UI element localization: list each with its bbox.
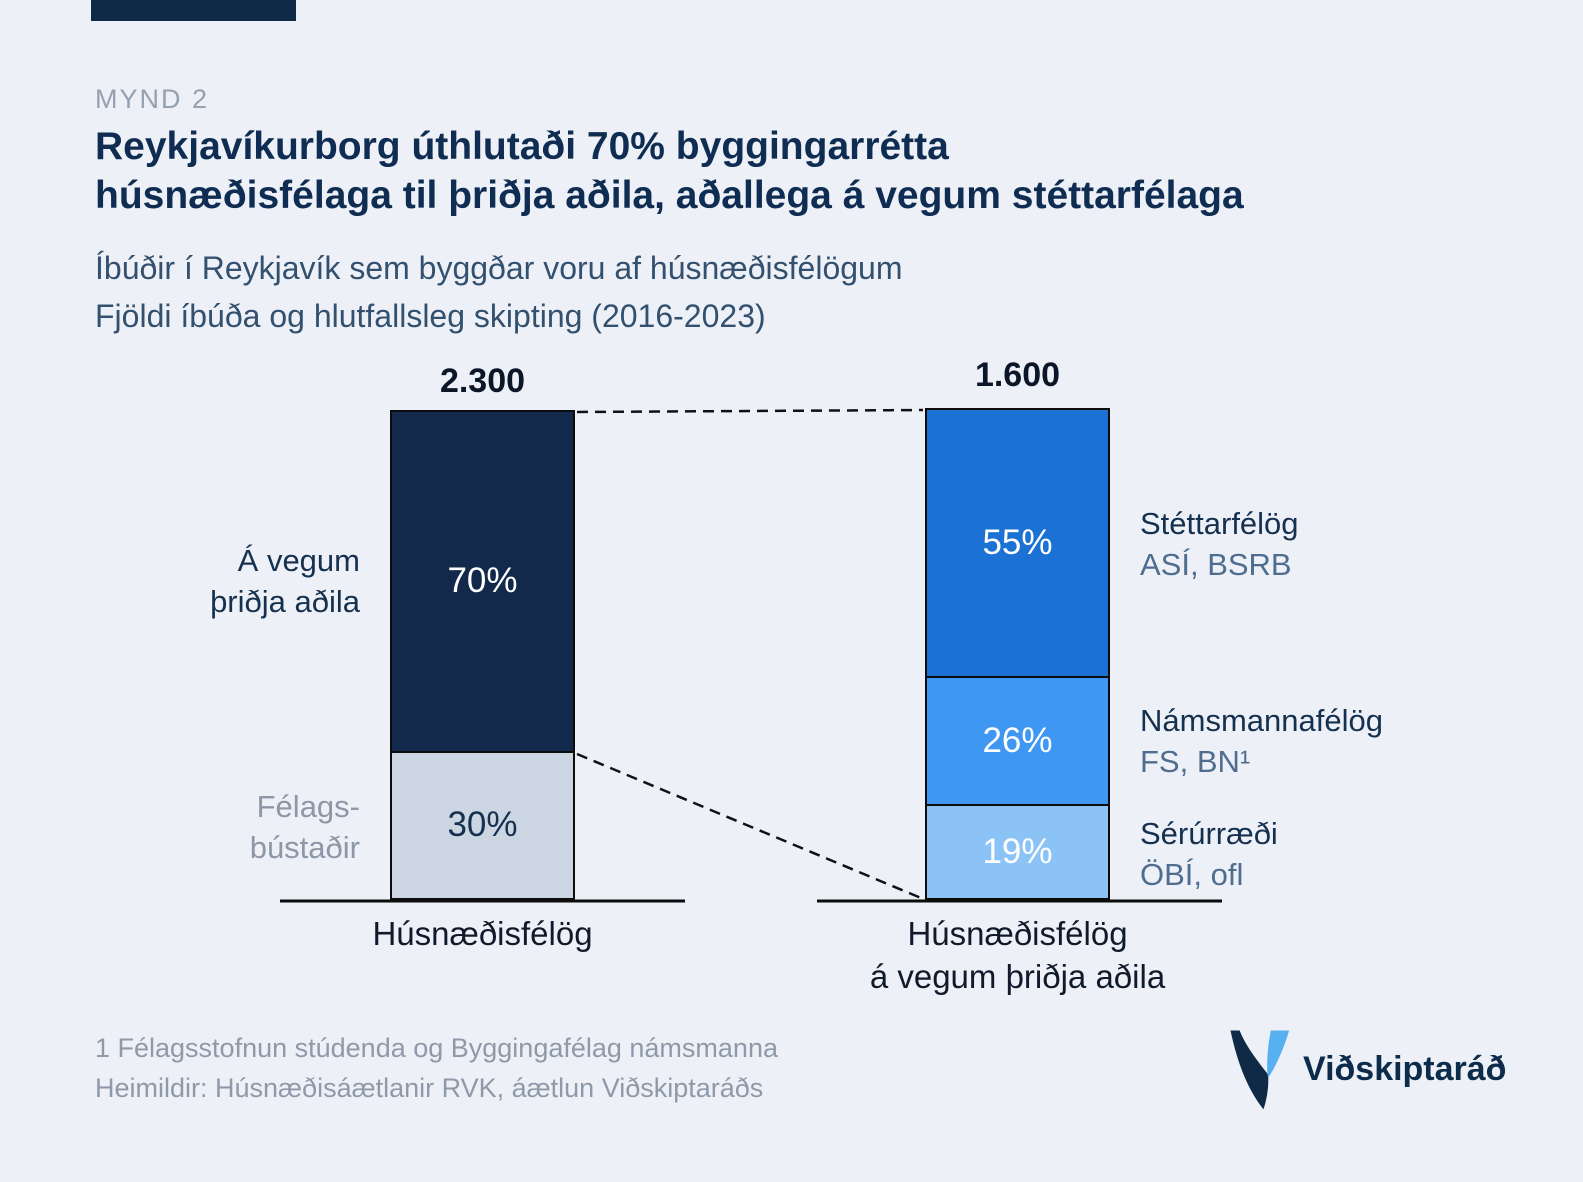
segment-serurraedi: 19% <box>927 804 1108 898</box>
dashed-line-top <box>576 408 924 414</box>
sources-text: Heimildir: Húsnæðisáætlanir RVK, áætlun … <box>95 1073 764 1103</box>
figure-label: MYND 2 <box>95 84 210 114</box>
bar-total-right: 1.600 <box>974 356 1061 394</box>
segment-percent-label: 30% <box>447 805 518 845</box>
subtitle-line-1: Íbúðir í Reykjavík sem byggðar voru af h… <box>95 250 903 286</box>
annotation-name: Sérúrræði <box>1140 816 1278 851</box>
footnote-text: 1 Félagsstofnun stúdenda og Byggingaféla… <box>95 1033 778 1063</box>
axis-label-right: Húsnæðisfélög á vegum þriðja aðila <box>810 912 1225 998</box>
annotation-name: Stéttarfélög <box>1140 506 1299 541</box>
segment-namsmannafelog: 26% <box>927 676 1108 805</box>
annotation-detail: FS, BN¹ <box>1140 744 1251 779</box>
axis-label-left: Húsnæðisfélög <box>372 915 593 952</box>
bar-total-left: 2.300 <box>439 362 526 400</box>
annotation-stettarfelog: Stéttarfélög ASÍ, BSRB <box>1140 503 1560 585</box>
segment-third-party: 70% <box>392 412 573 751</box>
annotation-serurraedi: Sérúrræði ÖBÍ, ofl <box>1140 813 1560 895</box>
annotation-line: bústaðir <box>249 830 360 865</box>
segment-percent-label: 19% <box>982 832 1053 872</box>
dashed-line-diagonal <box>576 752 922 900</box>
segment-stettarfelog: 55% <box>927 410 1108 677</box>
annotation-line: Félags- <box>256 789 360 824</box>
title-line-2: húsnæðisfélaga til þriðja aðila, aðalleg… <box>95 174 1244 217</box>
vidskiptarad-logo-icon <box>1230 1030 1290 1110</box>
annotation-detail: ASÍ, BSRB <box>1140 547 1292 582</box>
chart-subtitle: Íbúðir í Reykjavík sem byggðar voru af h… <box>95 244 903 340</box>
annotation-line: þriðja aðila <box>210 584 360 619</box>
annotation-third-party: Á vegum þriðja aðila <box>100 540 360 622</box>
top-accent-bar <box>91 0 296 21</box>
axis-label-line: á vegum þriðja aðila <box>869 958 1166 995</box>
segment-felagsbustadir: 30% <box>392 750 573 898</box>
title-line-1: Reykjavíkurborg úthlutaði 70% byggingarr… <box>95 125 949 168</box>
subtitle-line-2: Fjöldi íbúða og hlutfallsleg skipting (2… <box>95 298 766 334</box>
annotation-detail: ÖBÍ, ofl <box>1140 857 1244 892</box>
brand-logo: Viðskiptaráð <box>1225 1026 1506 1112</box>
brand-name: Viðskiptaráð <box>1303 1049 1507 1088</box>
annotation-line: Á vegum <box>237 543 360 578</box>
segment-percent-label: 70% <box>447 561 518 601</box>
bar-husnaedisfelog: 70% 30% <box>390 410 575 900</box>
annotation-felagsbustadir: Félags- bústaðir <box>100 786 360 868</box>
segment-percent-label: 55% <box>982 523 1053 563</box>
footnotes: 1 Félagsstofnun stúdenda og Byggingaféla… <box>95 1028 778 1108</box>
annotation-namsmannafelog: Námsmannafélög FS, BN¹ <box>1140 700 1560 782</box>
segment-percent-label: 26% <box>982 721 1053 761</box>
page-title: Reykjavíkurborg úthlutaði 70% byggingarr… <box>95 122 1244 220</box>
annotation-name: Námsmannafélög <box>1140 703 1383 738</box>
axis-label-line: Húsnæðisfélög <box>907 915 1128 952</box>
bar-third-party-breakdown: 55% 26% 19% <box>925 408 1110 900</box>
